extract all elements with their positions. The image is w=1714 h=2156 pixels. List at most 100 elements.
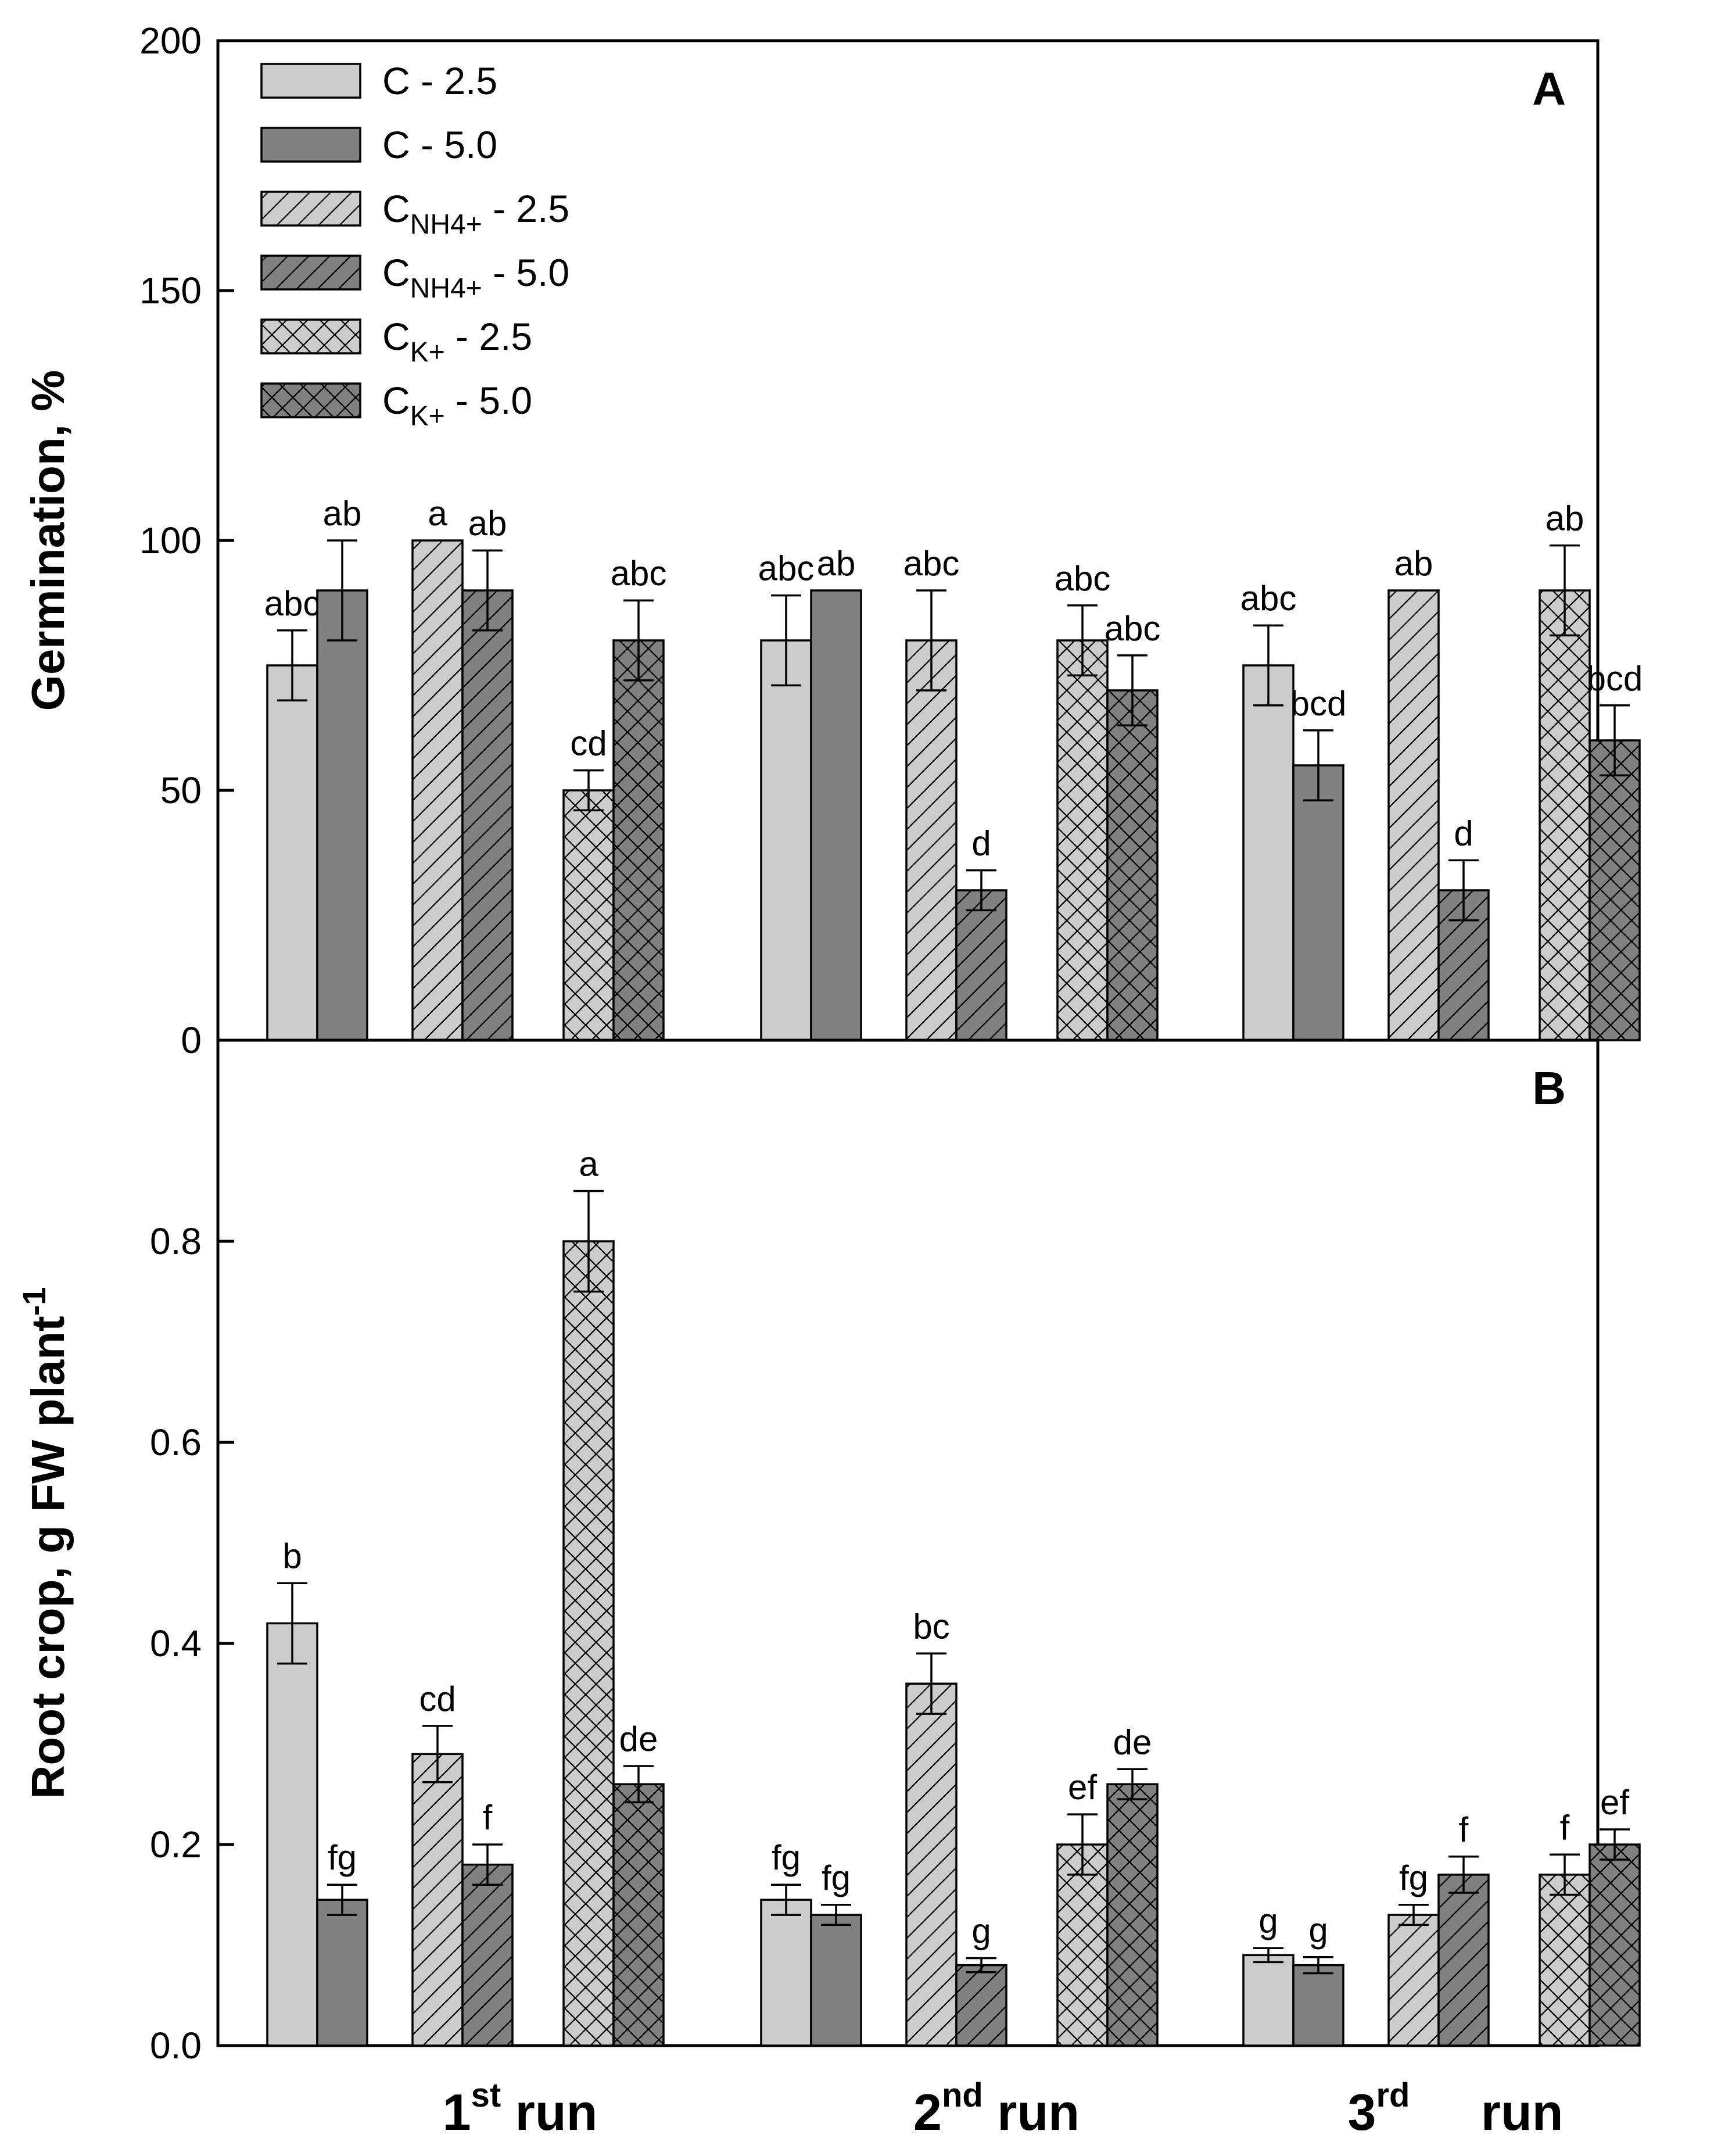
- legend-swatch: [260, 63, 361, 99]
- significance-label: ab: [468, 504, 507, 543]
- significance-label: ab: [323, 494, 362, 533]
- significance-label: fg: [328, 1838, 357, 1877]
- legend-label: C - 2.5: [382, 59, 497, 102]
- bar: [266, 1622, 318, 2047]
- bar: [316, 1899, 368, 2047]
- significance-label: cd: [419, 1679, 456, 1718]
- bar: [810, 589, 862, 1041]
- bar: [266, 664, 318, 1041]
- legend-item: CNH4+ - 5.0: [260, 251, 569, 304]
- legend-item: C - 5.0: [260, 123, 497, 166]
- bar: [316, 589, 368, 1041]
- y-tick-label: 0.2: [150, 1824, 202, 1865]
- legend-swatch: [260, 255, 361, 291]
- bar: [905, 639, 958, 1041]
- y-tick-label: 0.4: [150, 1623, 202, 1664]
- bar: [760, 639, 812, 1041]
- significance-label: fg: [822, 1858, 851, 1897]
- significance-label: cd: [570, 724, 607, 763]
- bar: [612, 639, 665, 1041]
- y-tick-label: 150: [139, 270, 202, 311]
- significance-label: abc: [264, 584, 321, 623]
- legend-label: C - 5.0: [382, 123, 497, 166]
- panel-b: 0.0 0.2 0.4 0.6 0.8 Root crop, g FW plant-1 Bb…: [16, 1038, 1641, 2067]
- significance-label: g: [1258, 1901, 1278, 1940]
- legend-item: CNH4+ - 2.5: [260, 187, 569, 240]
- bar: [1242, 1954, 1295, 2047]
- significance-label: abc: [1240, 579, 1297, 618]
- significance-label: ef: [1600, 1783, 1629, 1822]
- y-tick-label: 200: [139, 20, 202, 62]
- significance-label: de: [1113, 1722, 1152, 1761]
- legend-label: CK+ - 2.5: [382, 315, 532, 368]
- bar: [461, 589, 514, 1041]
- y-tick-label: 0: [181, 1019, 202, 1061]
- legend-label: CNH4+ - 5.0: [382, 251, 569, 304]
- significance-label: a: [579, 1145, 598, 1184]
- significance-label: ef: [1068, 1768, 1097, 1807]
- legend-swatch: [260, 382, 361, 418]
- bar: [562, 1240, 615, 2047]
- x-group-label: 2nd run: [913, 2076, 1080, 2141]
- bar: [1589, 739, 1641, 1041]
- legend-swatch: [260, 318, 361, 354]
- y-axis-title: Root crop, g FW plant-1: [16, 1287, 74, 1799]
- bar: [1539, 589, 1591, 1041]
- panel-letter: A: [1532, 63, 1566, 114]
- significance-label: b: [282, 1537, 302, 1575]
- x-group-label: 3rd run: [1348, 2076, 1564, 2141]
- significance-label: ab: [1546, 499, 1584, 538]
- y-tick-label: 0.0: [150, 2025, 202, 2067]
- bar: [1292, 764, 1344, 1041]
- significance-label: bc: [913, 1607, 949, 1646]
- significance-label: abc: [1055, 559, 1111, 598]
- significance-label: abc: [1105, 609, 1161, 648]
- bar: [1056, 639, 1109, 1041]
- significance-label: bcd: [1587, 659, 1643, 698]
- bar: [1437, 1874, 1490, 2047]
- significance-label: bcd: [1290, 684, 1347, 723]
- bar: [411, 539, 464, 1041]
- bar: [411, 1753, 464, 2047]
- significance-label: abc: [758, 549, 815, 588]
- legend-label: CNH4+ - 2.5: [382, 187, 569, 240]
- significance-label: d: [971, 824, 991, 863]
- bar: [955, 889, 1007, 1041]
- significance-label: f: [1560, 1808, 1570, 1847]
- bar: [1242, 664, 1295, 1041]
- significance-label: abc: [903, 544, 960, 583]
- legend-item: CK+ - 5.0: [260, 379, 532, 432]
- significance-label: f: [483, 1798, 493, 1837]
- bar: [1539, 1874, 1591, 2047]
- y-axis-title: Germination, %: [22, 370, 74, 711]
- legend-label: CK+ - 5.0: [382, 379, 532, 432]
- y-tick-label: 0.8: [150, 1220, 202, 1262]
- bar: [1292, 1964, 1344, 2047]
- bar: [760, 1899, 812, 2047]
- significance-label: ab: [817, 544, 856, 583]
- significance-label: fg: [1399, 1858, 1428, 1897]
- bar: [955, 1964, 1007, 2047]
- panel-letter: B: [1532, 1062, 1566, 1114]
- significance-label: a: [428, 494, 447, 533]
- significance-label: d: [1454, 814, 1473, 853]
- y-tick-label: 100: [139, 520, 202, 561]
- significance-label: g: [971, 1911, 991, 1950]
- bar: [612, 1783, 665, 2047]
- bar: [461, 1863, 514, 2047]
- significance-label: ab: [1394, 544, 1433, 583]
- legend-swatch: [260, 191, 361, 227]
- bar: [1106, 1783, 1159, 2047]
- bar: [905, 1682, 958, 2047]
- significance-label: f: [1459, 1810, 1469, 1849]
- y-tick-label: 50: [160, 769, 202, 811]
- bar: [1387, 1914, 1440, 2047]
- legend-item: CK+ - 2.5: [260, 315, 532, 368]
- y-tick-label: 0.6: [150, 1421, 202, 1463]
- bar: [810, 1914, 862, 2047]
- bar: [1106, 689, 1159, 1041]
- x-group-label: 1st run: [443, 2076, 598, 2141]
- legend-item: C - 2.5: [260, 59, 497, 102]
- bar: [1387, 589, 1440, 1041]
